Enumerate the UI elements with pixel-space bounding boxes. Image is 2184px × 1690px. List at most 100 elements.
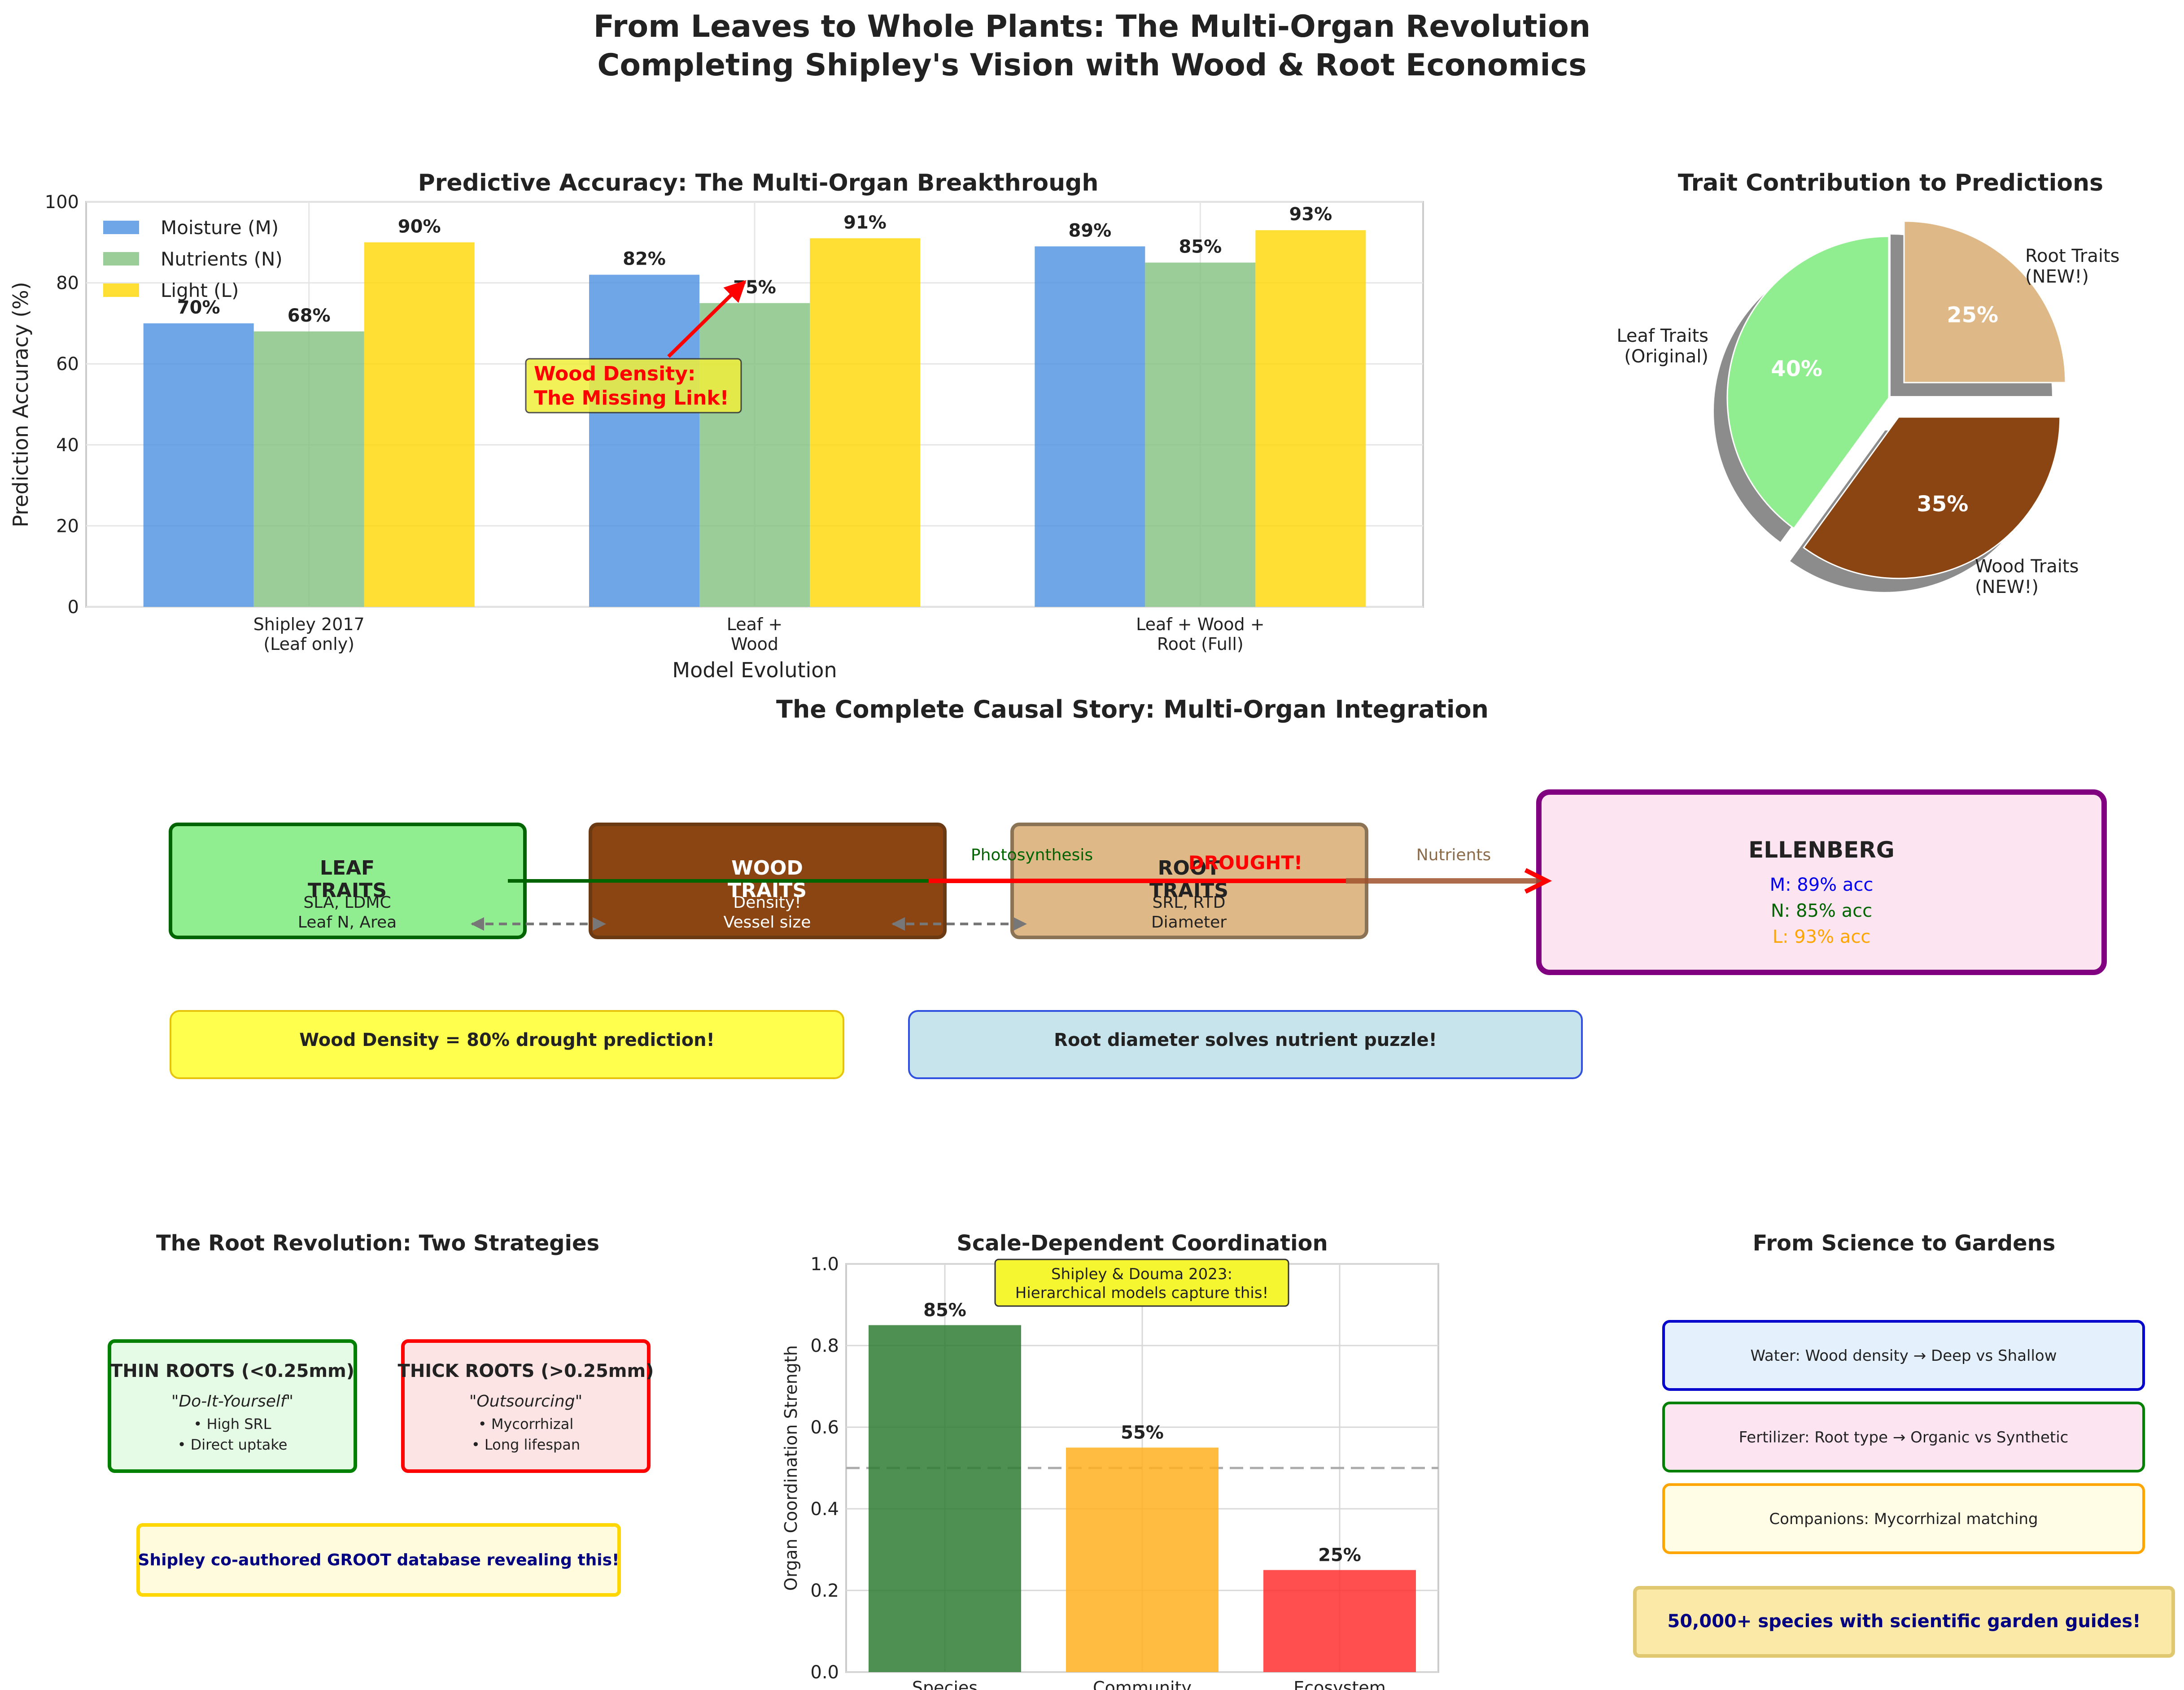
- coordination-bars: [869, 1325, 1416, 1672]
- coordination-x-tick-label: Species: [912, 1678, 978, 1690]
- accuracy-bar: [1035, 246, 1145, 607]
- thin-roots-quote: "Do-It-Yourself": [171, 1392, 293, 1411]
- leaf-traits-sub-2: Leaf N, Area: [298, 913, 397, 932]
- thin-roots-box: [108, 1339, 357, 1473]
- ellenberg-title: ELLENBERG: [1748, 837, 1895, 863]
- nutrients-label: Nutrients: [1416, 846, 1491, 864]
- accuracy-bar-value-label: 70%: [177, 297, 220, 318]
- accuracy-bar-value-label: 93%: [1289, 204, 1332, 225]
- wood-density-note: Wood Density = 80% drought prediction!: [299, 1030, 715, 1050]
- science-to-gardens-panel: From Science to Gardens Water: Wood dens…: [1633, 1231, 2175, 1658]
- accuracy-y-tick-label: 20: [56, 516, 79, 536]
- root-traits-sub-2: Diameter: [1151, 913, 1227, 932]
- coordination-bar-value-label: 85%: [923, 1300, 966, 1321]
- accuracy-x-tick-label: Wood: [731, 634, 778, 654]
- groot-note-box: [136, 1523, 621, 1597]
- coordination-bar: [869, 1325, 1021, 1672]
- legend-swatch-moisture: [103, 221, 139, 234]
- wood-traits-sub-1: Density!: [733, 893, 801, 912]
- accuracy-x-ticks: Shipley 2017(Leaf only) Leaf +Wood Leaf + …: [253, 614, 1265, 654]
- gardens-banner: 50,000+ species with scientific garden g…: [1668, 1611, 2141, 1632]
- coordination-x-ticks: Species Community Ecosystem: [912, 1678, 1386, 1690]
- legend-label-light: Light (L): [161, 279, 239, 301]
- accuracy-bar: [253, 331, 364, 607]
- garden-item-companions: Companions: Mycorrhizal matching: [1769, 1510, 2038, 1528]
- annotation-arrow: [667, 280, 747, 358]
- accuracy-x-axis-label: Model Evolution: [672, 658, 837, 682]
- accuracy-bar: [143, 323, 254, 607]
- pie-percent-labels: 40% 35% 25%: [1771, 302, 1998, 517]
- root-diameter-note: Root diameter solves nutrient puzzle!: [1054, 1030, 1437, 1050]
- coordination-bar: [1263, 1570, 1416, 1672]
- root-traits-title-1: ROOT: [1158, 857, 1220, 880]
- accuracy-bar-value-label: 68%: [288, 305, 331, 326]
- coordination-y-tick-label: 0.2: [810, 1581, 839, 1601]
- pie-slice: [1803, 416, 2061, 579]
- accuracy-y-axis-label: Prediction Accuracy (%): [9, 282, 33, 527]
- accuracy-x-tick-label: Root (Full): [1157, 634, 1244, 654]
- groot-note: Shipley co-authored GROOT database revea…: [138, 1551, 620, 1569]
- coordination-x-tick-label: Ecosystem: [1293, 1678, 1386, 1690]
- wood-traits-sub-2: Vessel size: [724, 913, 811, 932]
- accuracy-x-tick-label: (Leaf only): [263, 634, 354, 654]
- accuracy-y-ticks: 0 20 40 60 80 100: [45, 192, 79, 618]
- causal-title: The Complete Causal Story: Multi-Organ I…: [776, 695, 1489, 723]
- causal-diagram: The Complete Causal Story: Multi-Organ I…: [169, 695, 2107, 1079]
- pie-label-wood-2: (NEW!): [1975, 577, 2039, 597]
- pie-slice-percent: 25%: [1947, 302, 1998, 327]
- accuracy-bar: [699, 303, 810, 607]
- thick-roots-bullet-2: • Long lifespan: [472, 1436, 580, 1453]
- accuracy-x-tick-label: Leaf +: [727, 614, 782, 634]
- gardens-banner-box: [1633, 1586, 2175, 1658]
- coordination-bar: [1066, 1447, 1219, 1672]
- accuracy-bar: [589, 274, 699, 607]
- coordination-chart: Scale-Dependent Coordination 85% 55% 25% 0…: [781, 1231, 1439, 1690]
- leaf-traits-sub-1: SLA, LDMC: [303, 893, 391, 912]
- pie-slice-percent: 35%: [1917, 492, 1968, 517]
- legend-swatch-nutrients: [103, 252, 139, 266]
- leaf-traits-title-2: TRAITS: [308, 879, 387, 902]
- root-revolution-panel: The Root Revolution: Two Strategies THIN…: [108, 1231, 654, 1597]
- contribution-pie-chart: Trait Contribution to Predictions 40% 35%…: [1616, 170, 2119, 597]
- roots-title: The Root Revolution: Two Strategies: [156, 1231, 599, 1256]
- accuracy-legend: Moisture (M) Nutrients (N) Light (L): [103, 217, 283, 301]
- garden-item-water-box: [1662, 1320, 2145, 1391]
- legend-label-moisture: Moisture (M): [161, 217, 279, 239]
- pie-label-root-2: (NEW!): [2025, 266, 2089, 287]
- wood-traits-title-2: TRAITS: [728, 879, 807, 902]
- drought-label: DROUGHT!: [1188, 852, 1302, 874]
- coordination-bar-labels: 85% 55% 25%: [923, 1300, 1361, 1566]
- coordination-bar-value-label: 55%: [1121, 1423, 1164, 1443]
- coordination-y-tick-label: 0.8: [810, 1336, 839, 1356]
- accuracy-bar-value-label: 89%: [1068, 220, 1111, 241]
- coordination-x-tick-label: Community: [1093, 1678, 1192, 1690]
- nutrients-arrowhead: [1524, 868, 1552, 894]
- garden-item-companions-box: [1662, 1483, 2145, 1554]
- accuracy-bar: [1145, 262, 1256, 607]
- thin-roots-title: THIN ROOTS (<0.25mm): [110, 1361, 354, 1381]
- coordination-chart-title: Scale-Dependent Coordination: [957, 1231, 1328, 1256]
- accuracy-y-tick-label: 80: [56, 273, 79, 294]
- coordination-y-axis-label: Organ Coordination Strength: [781, 1345, 801, 1591]
- thin-roots-bullet-2: • Direct uptake: [178, 1436, 288, 1453]
- accuracy-y-tick-label: 60: [56, 354, 79, 375]
- pie-label-leaf-1: Leaf Traits: [1616, 326, 1708, 346]
- accuracy-chart-title: Predictive Accuracy: The Multi-Organ Bre…: [418, 170, 1099, 196]
- accuracy-bar-value-label: 82%: [623, 249, 666, 270]
- coordination-y-tick-label: 0.6: [810, 1417, 839, 1438]
- thick-roots-bullet-1: • Mycorrhizal: [478, 1416, 573, 1433]
- legend-swatch-light: [103, 283, 139, 297]
- pie-chart-title: Trait Contribution to Predictions: [1678, 170, 2103, 196]
- annotation-box: [525, 358, 742, 414]
- pie-slices: [1726, 220, 2066, 579]
- accuracy-y-tick-label: 40: [56, 435, 79, 456]
- wood-traits-title-1: WOOD: [731, 857, 803, 880]
- accuracy-bars: [143, 230, 1366, 607]
- coordination-note-box: [994, 1259, 1289, 1307]
- accuracy-bar-value-label: 90%: [398, 216, 441, 237]
- pie-slice-percent: 40%: [1771, 356, 1822, 381]
- pie-label-wood-1: Wood Traits: [1975, 556, 2079, 577]
- coordination-bar-value-label: 25%: [1318, 1545, 1361, 1566]
- ellenberg-m: M: 89% acc: [1770, 875, 1874, 895]
